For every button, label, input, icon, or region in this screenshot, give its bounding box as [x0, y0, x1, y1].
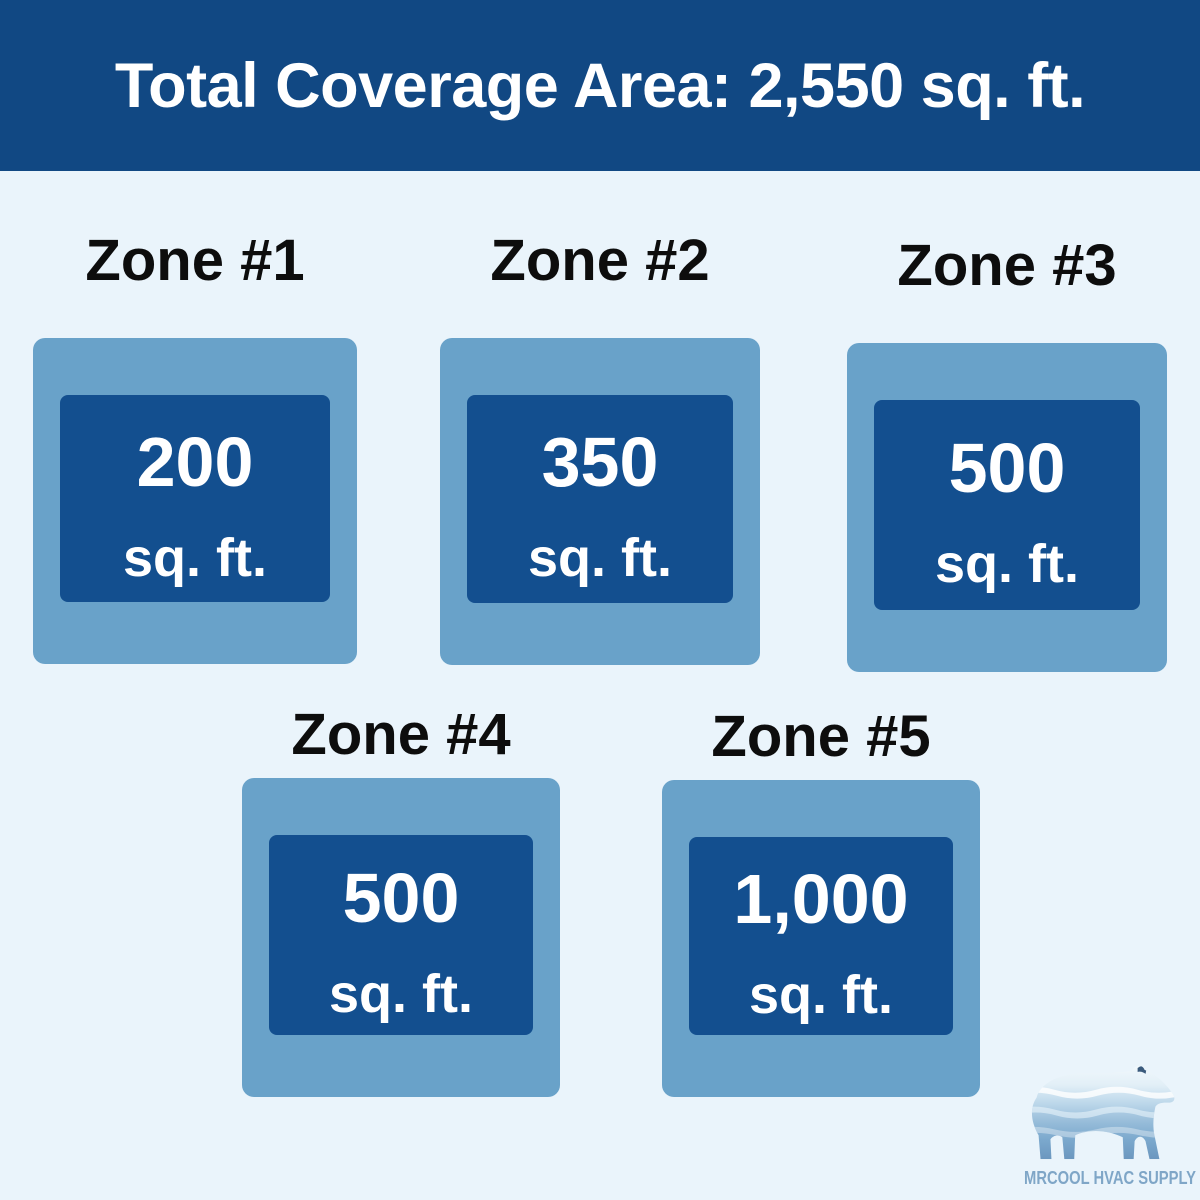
zone-card: 500 sq. ft.	[847, 343, 1167, 672]
zone-area-box: 1,000 sq. ft.	[689, 837, 953, 1035]
page-title: Total Coverage Area: 2,550 sq. ft.	[114, 50, 1086, 121]
zone-3: Zone #3 500 sq. ft.	[847, 237, 1167, 672]
zone-card: 1,000 sq. ft.	[662, 780, 980, 1097]
brand-logo: MRCOOL HVAC SUPPLY	[1008, 1062, 1196, 1188]
brand-name: MRCOOL HVAC SUPPLY	[1024, 1168, 1196, 1188]
zone-value: 500	[948, 429, 1066, 507]
zone-area-box: 500 sq. ft.	[269, 835, 533, 1035]
zone-title: Zone #1	[85, 228, 305, 293]
zone-value: 1,000	[733, 860, 909, 938]
zone-title: Zone #2	[490, 228, 710, 293]
zone-unit: sq. ft.	[935, 534, 1079, 594]
zone-5: Zone #5 1,000 sq. ft.	[662, 708, 980, 1097]
zone-title: Zone #5	[711, 704, 931, 769]
header-banner: Total Coverage Area: 2,550 sq. ft.	[0, 0, 1200, 171]
zone-1: Zone #1 200 sq. ft.	[33, 232, 357, 664]
zone-4: Zone #4 500 sq. ft.	[242, 706, 560, 1097]
zone-unit: sq. ft.	[329, 964, 473, 1024]
zone-area-box: 350 sq. ft.	[467, 395, 733, 603]
zone-card: 350 sq. ft.	[440, 338, 760, 665]
zone-unit: sq. ft.	[749, 965, 893, 1025]
polar-bear-icon	[1031, 1065, 1175, 1160]
zone-title: Zone #4	[291, 702, 511, 767]
zone-unit: sq. ft.	[528, 528, 672, 588]
zone-value: 500	[342, 859, 460, 937]
zone-2: Zone #2 350 sq. ft.	[440, 232, 760, 665]
zone-area-box: 200 sq. ft.	[60, 395, 330, 602]
zone-value: 350	[541, 423, 659, 501]
zone-title: Zone #3	[897, 233, 1117, 298]
zone-value: 200	[136, 422, 254, 501]
zone-area-box: 500 sq. ft.	[874, 400, 1140, 610]
zone-card: 500 sq. ft.	[242, 778, 560, 1097]
zone-card: 200 sq. ft.	[33, 338, 357, 664]
zone-unit: sq. ft.	[123, 527, 267, 588]
